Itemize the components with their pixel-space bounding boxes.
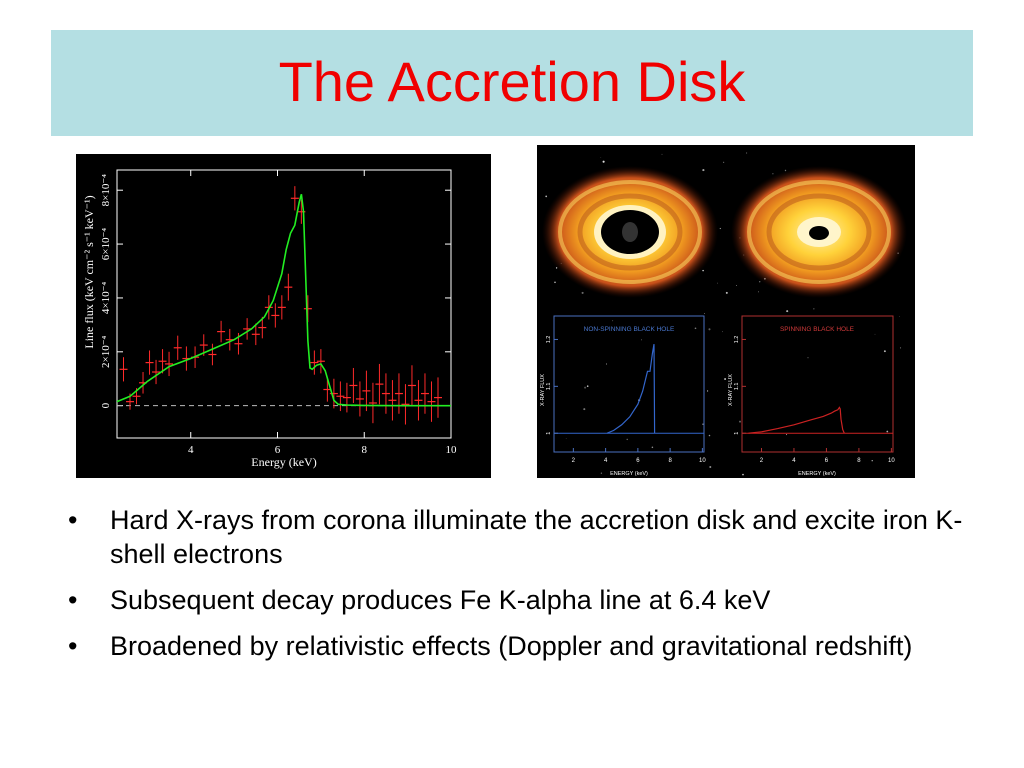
y-tick-label: 1 — [546, 432, 552, 435]
bullet-item: • Subsequent decay produces Fe K-alpha l… — [68, 583, 968, 617]
y-tick-label: 8×10⁻⁴ — [100, 174, 112, 207]
spinning-plot-frame — [741, 315, 894, 453]
data-point — [433, 377, 442, 418]
data-point — [388, 380, 397, 421]
y-tick-label: 2×10⁻⁴ — [100, 335, 112, 368]
data-point — [277, 295, 286, 320]
x-tick-label: 4 — [792, 458, 796, 464]
y-tick-label: 6×10⁻⁴ — [100, 228, 112, 261]
data-point — [145, 350, 154, 375]
non-spinning-plot-frame — [553, 315, 705, 453]
x-tick-label: 10 — [888, 458, 895, 464]
data-point — [158, 349, 167, 374]
data-point — [349, 367, 358, 403]
spinning-flux-line — [748, 406, 845, 434]
disk-comparison-figure: NON-SPINNING BLACK HOLE ENERGY (keV) X-R… — [540, 152, 907, 477]
y-tick-label: 0 — [100, 402, 112, 408]
bullet-glyph: • — [68, 631, 78, 661]
bullet-text: Subsequent decay produces Fe K-alpha lin… — [110, 585, 771, 615]
data-point — [401, 384, 410, 425]
data-point — [368, 382, 377, 424]
data-point — [336, 381, 345, 412]
x-tick-label: 8 — [668, 458, 672, 464]
bullet-list: • Hard X-rays from corona illuminate the… — [68, 503, 968, 675]
data-point — [342, 382, 351, 413]
y-axis-label: Line flux (keV cm⁻² s⁻¹ keV⁻¹) — [82, 195, 96, 348]
y-tick-label: 1 — [734, 432, 740, 435]
y-tick-label: 1.2 — [546, 336, 552, 344]
data-point — [362, 370, 371, 412]
data-point — [284, 273, 293, 301]
x-tick-label: 10 — [699, 458, 706, 464]
x-tick-label: 4 — [188, 444, 194, 456]
x-tick-label: 4 — [604, 458, 608, 464]
non-spinning-y-label: X-RAY FLUX — [540, 374, 546, 406]
non-spinning-title: NON-SPINNING BLACK HOLE — [584, 326, 675, 333]
data-point — [407, 365, 416, 406]
y-tick-label: 1.1 — [546, 383, 552, 391]
data-point — [310, 350, 319, 375]
x-tick-label: 8 — [857, 458, 861, 464]
bullet-item: • Broadened by relativistic effects (Dop… — [68, 629, 968, 663]
spinning-profile-chart: SPINNING BLACK HOLE ENERGY (keV) X-RAY F… — [728, 315, 895, 477]
non-spinning-disk-image — [542, 166, 718, 298]
x-tick-label: 6 — [636, 458, 640, 464]
bullet-glyph: • — [68, 585, 78, 615]
data-point — [290, 186, 299, 211]
fe-line-spectrum-figure: 4 6 8 10 0 2×10⁻⁴ 4×10⁻⁴ 6×10⁻⁴ 8×10⁻⁴ Energy (k… — [76, 154, 491, 478]
data-point — [420, 373, 429, 414]
bullet-glyph: • — [68, 505, 78, 535]
data-point — [375, 363, 384, 405]
x-axis-label: Energy (keV) — [251, 455, 316, 469]
non-spinning-profile-chart: NON-SPINNING BLACK HOLE ENERGY (keV) X-R… — [540, 315, 706, 477]
y-tick-label: 1.2 — [734, 336, 740, 344]
data-point — [355, 381, 364, 417]
spinning-disk-image — [731, 166, 907, 298]
data-point — [394, 373, 403, 414]
data-point — [427, 381, 436, 422]
data-point — [258, 316, 267, 339]
data-point — [316, 349, 325, 374]
spinning-x-label: ENERGY (keV) — [798, 471, 836, 477]
x-tick-label: 10 — [446, 444, 458, 456]
data-point — [208, 343, 217, 366]
x-tick-label: 6 — [825, 458, 829, 464]
x-tick-label: 6 — [275, 444, 281, 456]
bullet-item: • Hard X-rays from corona illuminate the… — [68, 503, 968, 571]
x-tick-label: 2 — [572, 458, 576, 464]
spinning-y-label: X-RAY FLUX — [728, 374, 734, 406]
non-spinning-x-label: ENERGY (keV) — [610, 471, 648, 477]
y-tick-label: 1.1 — [734, 383, 740, 391]
data-point — [173, 335, 182, 360]
y-tick-label: 4×10⁻⁴ — [100, 282, 112, 315]
spinning-title: SPINNING BLACK HOLE — [780, 326, 855, 333]
spectrum-chart: 4 6 8 10 0 2×10⁻⁴ 4×10⁻⁴ 6×10⁻⁴ 8×10⁻⁴ Energy (k… — [82, 169, 458, 469]
slide-title: The Accretion Disk — [278, 50, 746, 113]
x-tick-label: 2 — [760, 458, 764, 464]
data-point — [119, 357, 128, 382]
accretion-disk-illustration: NON-SPINNING BLACK HOLE ENERGY (keV) X-R… — [537, 145, 915, 478]
data-point — [414, 380, 423, 421]
data-point — [165, 351, 174, 377]
data-point — [243, 318, 252, 340]
bullet-text: Hard X-rays from corona illuminate the a… — [110, 505, 963, 569]
data-point — [251, 323, 260, 346]
title-banner: The Accretion Disk — [51, 30, 973, 136]
non-spinning-flux-line — [606, 343, 656, 434]
model-fit-line — [116, 193, 451, 407]
data-point — [152, 359, 161, 385]
spectrum-plot-frame — [116, 169, 452, 439]
data-point — [381, 373, 390, 414]
data-point — [217, 320, 226, 343]
x-tick-label: 8 — [361, 444, 367, 456]
bullet-text: Broadened by relativistic effects (Doppl… — [110, 631, 913, 661]
data-point — [271, 303, 280, 328]
